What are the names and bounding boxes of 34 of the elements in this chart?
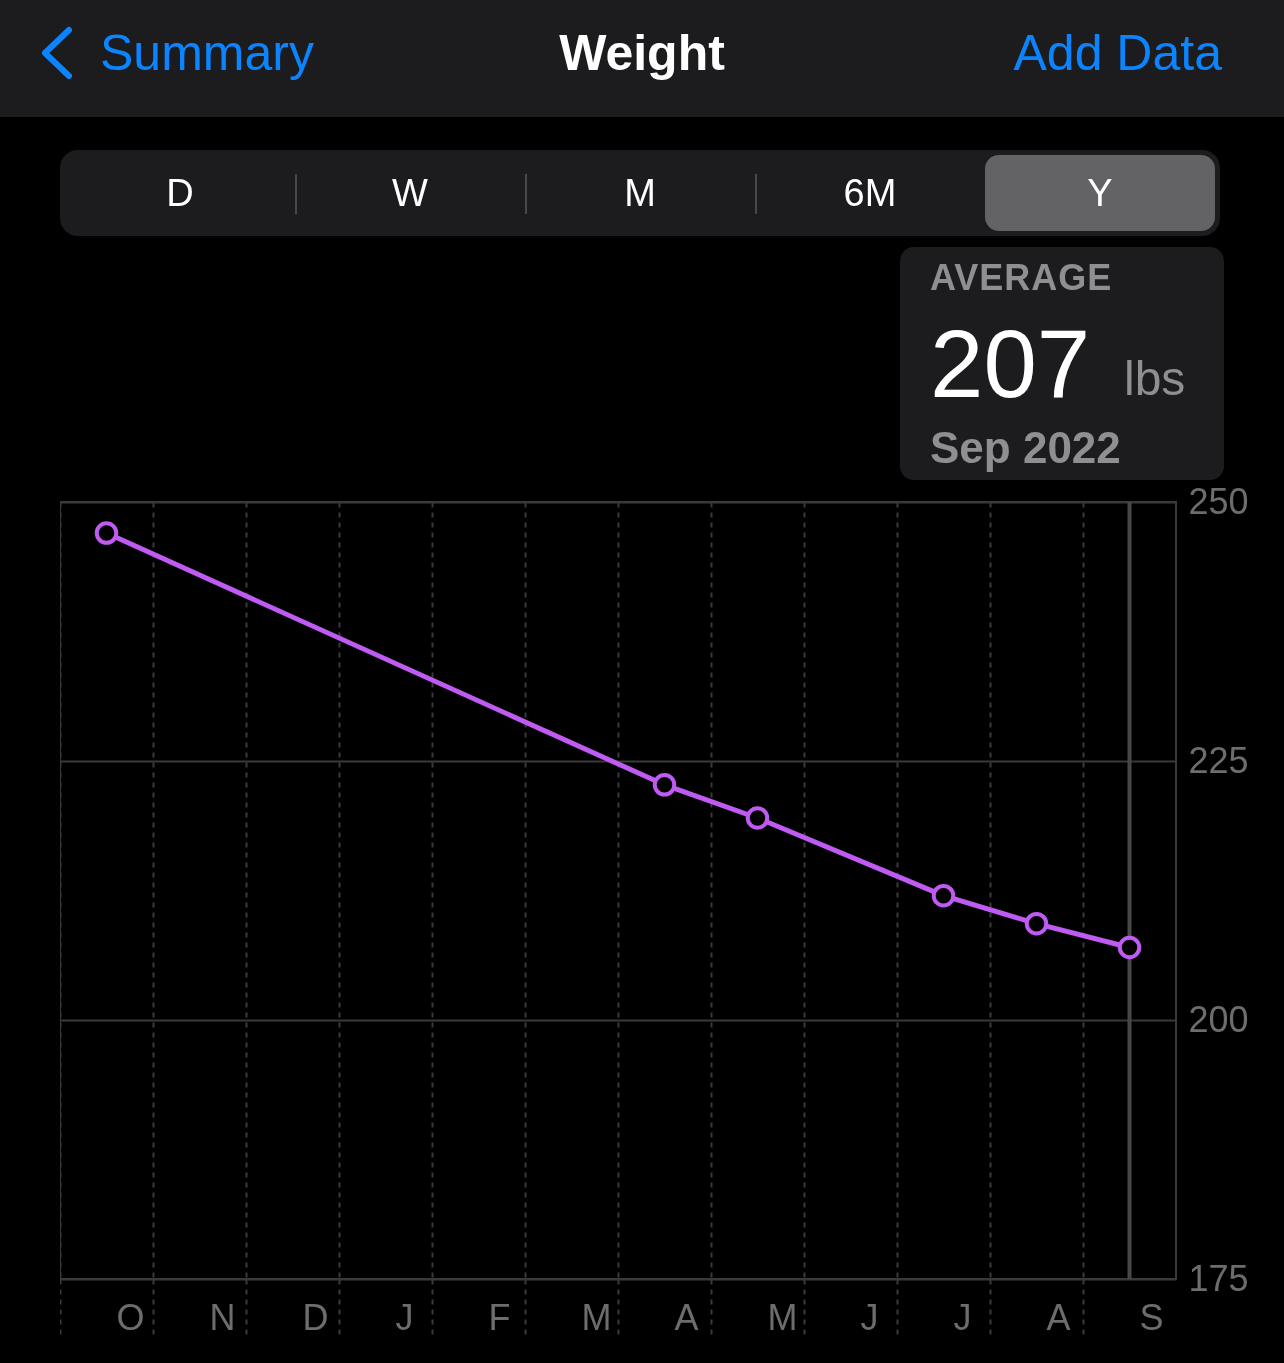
text: W — [391, 170, 429, 216]
x-tick-label: M — [581, 1296, 612, 1338]
point — [931, 883, 956, 908]
text: Sep 2022 — [930, 423, 1121, 473]
x-tick-label: O — [116, 1296, 145, 1338]
x-tick-label: N — [209, 1296, 236, 1338]
text: AVERAGE — [930, 257, 1113, 299]
chart-title: Weight — [559, 25, 725, 81]
text: 6M — [842, 170, 898, 216]
point — [1117, 935, 1142, 960]
x-tick-label: J — [395, 1296, 414, 1338]
text: M — [623, 170, 657, 216]
point — [745, 806, 770, 830]
x-tick-label: J — [860, 1296, 879, 1338]
text: 207 — [930, 309, 1091, 419]
x-tick-label: J — [953, 1296, 972, 1338]
y-tick-label: 200 — [1188, 998, 1249, 1040]
x-tick-label: S — [1139, 1296, 1164, 1338]
x-tick-label: A — [1046, 1296, 1071, 1338]
x-tick-label: D — [302, 1296, 329, 1338]
text: D — [165, 170, 195, 216]
point — [1024, 911, 1049, 936]
x-tick-label: M — [767, 1296, 798, 1338]
point — [652, 773, 677, 797]
text: Y — [985, 155, 1215, 231]
point — [94, 521, 119, 545]
x-tick-label: A — [674, 1296, 699, 1338]
x-tick-label: F — [488, 1296, 511, 1338]
text: lbs — [1124, 351, 1186, 406]
y-tick-label: 250 — [1188, 480, 1249, 522]
text: Summary — [100, 24, 314, 82]
y-tick-label: 175 — [1188, 1257, 1249, 1299]
y-tick-label: 225 — [1188, 739, 1249, 781]
text: Add Data — [1013, 24, 1222, 82]
